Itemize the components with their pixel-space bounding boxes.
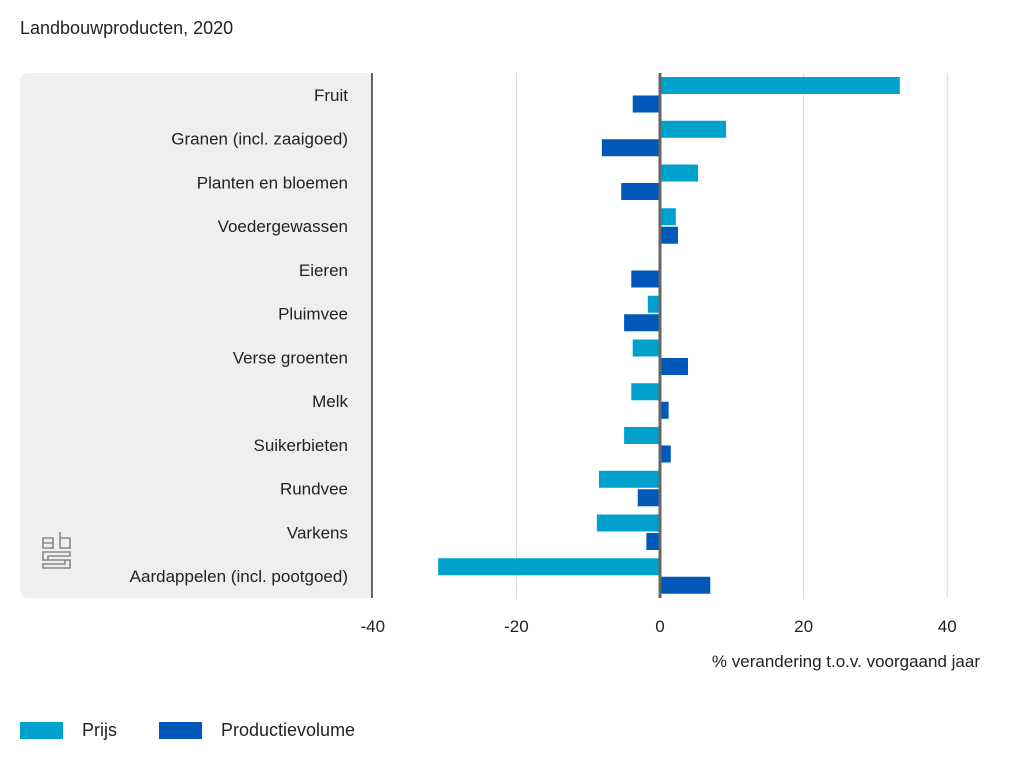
legend-swatch bbox=[20, 722, 63, 739]
bar-prijs bbox=[438, 558, 660, 576]
category-label: Planten en bloemen bbox=[197, 173, 348, 192]
bar-productievolume bbox=[646, 533, 660, 550]
bar-prijs bbox=[598, 470, 660, 488]
category-label: Fruit bbox=[314, 86, 348, 105]
bar-productievolume bbox=[624, 314, 660, 332]
bar-productievolume bbox=[660, 445, 671, 463]
category-label: Melk bbox=[312, 392, 348, 411]
x-tick-label: 20 bbox=[794, 617, 813, 636]
bar-productievolume bbox=[660, 226, 678, 244]
legend-item[interactable]: Prijs bbox=[20, 720, 117, 741]
legend: Prijs Productievolume bbox=[20, 720, 397, 741]
category-label: Voedergewassen bbox=[218, 217, 348, 236]
category-label: Granen (incl. zaaigoed) bbox=[171, 130, 348, 149]
legend-item[interactable]: Productievolume bbox=[159, 720, 355, 741]
bar-productievolume bbox=[637, 489, 660, 507]
category-panel bbox=[20, 73, 372, 598]
bar-prijs bbox=[596, 514, 660, 532]
x-tick-label: 40 bbox=[938, 617, 957, 636]
category-label: Eieren bbox=[299, 261, 348, 280]
x-tick-label: 0 bbox=[655, 617, 664, 636]
bar-prijs bbox=[660, 164, 699, 182]
bar-productievolume bbox=[601, 139, 660, 157]
legend-swatch bbox=[159, 722, 202, 739]
bar-productievolume bbox=[632, 95, 660, 113]
legend-label: Prijs bbox=[82, 720, 117, 740]
bar-prijs bbox=[624, 427, 660, 444]
category-label: Suikerbieten bbox=[253, 436, 348, 455]
bar-prijs bbox=[660, 120, 727, 138]
bar-productievolume bbox=[660, 401, 669, 419]
bar-prijs bbox=[647, 295, 660, 313]
bar-productievolume bbox=[631, 270, 660, 288]
cbs-logo bbox=[42, 532, 71, 569]
legend-label: Productievolume bbox=[221, 720, 356, 740]
bar-productievolume bbox=[621, 183, 660, 200]
category-label: Verse groenten bbox=[233, 348, 348, 367]
category-label: Pluimvee bbox=[278, 305, 348, 324]
x-tick-label: -20 bbox=[504, 617, 529, 636]
bar-prijs bbox=[632, 339, 660, 357]
x-axis-label: % verandering t.o.v. voorgaand jaar bbox=[712, 652, 980, 671]
bar-prijs bbox=[660, 208, 676, 226]
x-tick-label: -40 bbox=[361, 617, 386, 636]
chart-title: Landbouwproducten, 2020 bbox=[20, 18, 234, 38]
bar-prijs bbox=[631, 383, 660, 401]
category-label: Rundvee bbox=[280, 480, 348, 499]
bar-productievolume bbox=[660, 576, 711, 594]
category-label: Varkens bbox=[287, 523, 348, 542]
bar-prijs bbox=[660, 77, 900, 94]
bar-productievolume bbox=[660, 358, 689, 375]
category-label: Aardappelen (incl. pootgoed) bbox=[130, 567, 348, 586]
